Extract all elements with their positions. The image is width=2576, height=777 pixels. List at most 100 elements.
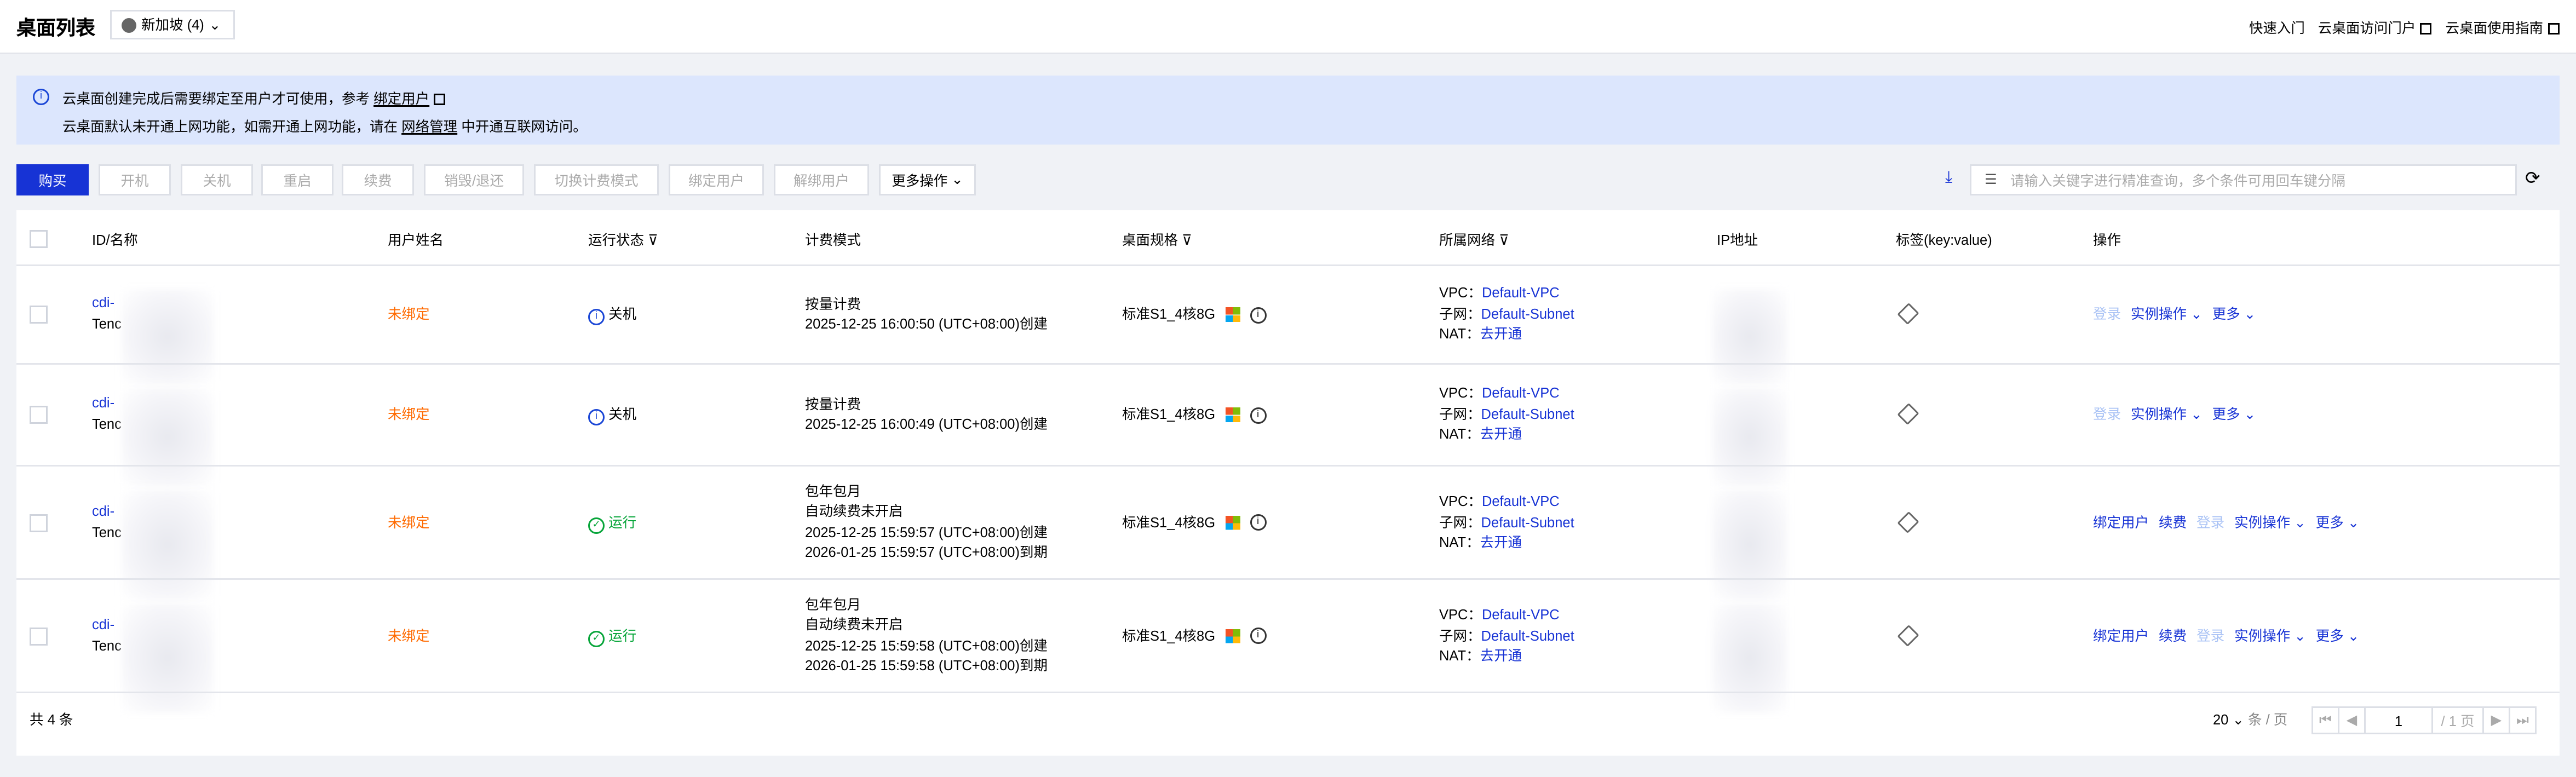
bind-user-link[interactable]: 绑定用户 xyxy=(373,90,430,107)
subnet: 子网：Default-Subnet xyxy=(1439,304,1574,325)
more-actions-button[interactable]: 更多操作 ⌄ xyxy=(879,164,976,195)
action-2[interactable]: 登录 xyxy=(2196,627,2224,643)
chevron-down-icon: ⌄ xyxy=(2190,406,2203,422)
tag-edit-icon[interactable] xyxy=(1897,510,1919,533)
row-checkbox[interactable] xyxy=(30,513,48,532)
page-size-value: 20 xyxy=(2213,711,2229,728)
info-icon[interactable]: i xyxy=(1250,514,1267,531)
action-0[interactable]: 登录 xyxy=(2093,406,2121,422)
restart-button[interactable]: 重启 xyxy=(261,164,334,195)
redacted-blur xyxy=(122,289,214,384)
power-on-button[interactable]: 开机 xyxy=(99,164,171,195)
action-label: 登录 xyxy=(2093,406,2121,422)
action-label: 实例操作 xyxy=(2234,626,2291,643)
desktop-id-link[interactable]: cdi- xyxy=(92,615,115,632)
filter-icon[interactable]: ⊽ xyxy=(648,232,658,248)
vpc-label: VPC： xyxy=(1439,384,1482,401)
action-0[interactable]: 登录 xyxy=(2093,306,2121,322)
subnet-link[interactable]: Default-Subnet xyxy=(1481,306,1574,322)
desktop-table: ID/名称 用户姓名 运行状态 ⊽ 计费模式 桌面规格 ⊽ 所属网络 ⊽ IP地… xyxy=(16,210,2560,756)
download-icon[interactable]: ⤓ xyxy=(1945,169,1953,187)
portal-link[interactable]: 云桌面访问门户 xyxy=(2318,18,2433,38)
action-0[interactable]: 绑定用户 xyxy=(2093,627,2149,643)
vpc-link[interactable]: Default-VPC xyxy=(1481,384,1560,401)
column-header-spec[interactable]: 桌面规格 ⊽ xyxy=(1122,230,1192,251)
action-label: 实例操作 xyxy=(2131,406,2187,422)
vpc: VPC：Default-VPC xyxy=(1439,283,1560,303)
action-3[interactable]: 实例操作 ⌄ xyxy=(2234,514,2306,530)
page-size-selector[interactable]: 20 ⌄ 条 / 页 xyxy=(2213,711,2288,728)
guide-link[interactable]: 云桌面使用指南 xyxy=(2445,18,2560,38)
nat-enable-link[interactable]: 去开通 xyxy=(1480,646,1522,663)
desktop-id-link[interactable]: cdi- xyxy=(92,394,115,411)
info-icon[interactable]: i xyxy=(1250,628,1267,644)
action-1[interactable]: 实例操作 ⌄ xyxy=(2131,306,2203,322)
row-checkbox[interactable] xyxy=(30,306,48,324)
billing-line: 2025-12-25 16:00:50 (UTC+08:00)创建 xyxy=(805,315,1048,332)
desktop-id-link[interactable]: cdi- xyxy=(92,502,115,519)
first-page-button[interactable]: ⏮ xyxy=(2313,708,2339,733)
tag-edit-icon[interactable] xyxy=(1897,402,1919,425)
vpc-link[interactable]: Default-VPC xyxy=(1481,284,1560,301)
vpc-link[interactable]: Default-VPC xyxy=(1481,605,1560,622)
spec: 标准S1_4核8G i xyxy=(1122,304,1267,325)
column-header-status[interactable]: 运行状态 ⊽ xyxy=(588,230,658,251)
action-2[interactable]: 登录 xyxy=(2196,514,2224,530)
nat-enable-link[interactable]: 去开通 xyxy=(1480,425,1522,442)
action-1[interactable]: 续费 xyxy=(2159,627,2187,643)
action-1[interactable]: 实例操作 ⌄ xyxy=(2131,406,2203,422)
buy-button[interactable]: 购买 xyxy=(16,164,89,195)
filter-icon[interactable]: ⊽ xyxy=(1499,232,1509,248)
desktop-id-link[interactable]: cdi- xyxy=(92,294,115,310)
search-filter-icon: ☰ xyxy=(1985,171,1997,187)
action-label: 登录 xyxy=(2196,513,2225,530)
vpc-link[interactable]: Default-VPC xyxy=(1481,492,1560,509)
row-checkbox[interactable] xyxy=(30,626,48,645)
action-label: 实例操作 xyxy=(2131,306,2187,322)
destroy-button[interactable]: 销毁/退还 xyxy=(424,164,524,195)
next-page-button[interactable]: ▶ xyxy=(2484,708,2510,733)
bind-user-button[interactable]: 绑定用户 xyxy=(669,164,764,195)
refresh-icon[interactable]: ⟳ xyxy=(2525,169,2540,189)
run-status: ✓ 运行 xyxy=(588,512,636,533)
row-actions: 绑定用户 续费 登录 实例操作 ⌄ 更多 ⌄ xyxy=(2093,512,2369,533)
action-4[interactable]: 更多 ⌄ xyxy=(2316,514,2360,530)
action-4[interactable]: 更多 ⌄ xyxy=(2316,627,2360,643)
renew-button[interactable]: 续费 xyxy=(342,164,414,195)
search-input[interactable]: ☰ 请输入关键字进行精准查询，多个条件可用回车键分隔 xyxy=(1970,164,2517,195)
action-label: 更多 xyxy=(2315,513,2344,530)
windows-icon xyxy=(1225,307,1240,323)
action-3[interactable]: 实例操作 ⌄ xyxy=(2234,627,2306,643)
nat-enable-link[interactable]: 去开通 xyxy=(1480,325,1522,342)
column-header-network[interactable]: 所属网络 ⊽ xyxy=(1439,230,1509,251)
tag-edit-icon[interactable] xyxy=(1897,302,1919,325)
info-icon[interactable]: i xyxy=(1250,307,1267,324)
subnet-link[interactable]: Default-Subnet xyxy=(1481,626,1574,643)
info-icon[interactable]: i xyxy=(1250,407,1267,424)
search-placeholder: 请输入关键字进行精准查询，多个条件可用回车键分隔 xyxy=(2010,171,2345,188)
switch-billing-button[interactable]: 切换计费模式 xyxy=(534,164,659,195)
action-1[interactable]: 续费 xyxy=(2159,514,2187,530)
tag-edit-icon[interactable] xyxy=(1897,624,1919,646)
external-link-icon xyxy=(2420,23,2433,35)
subnet-link[interactable]: Default-Subnet xyxy=(1481,406,1574,422)
prev-page-button[interactable]: ◀ xyxy=(2339,708,2366,733)
page-input[interactable]: 1 xyxy=(2366,708,2433,733)
region-selector[interactable]: 新加坡 (4) ⌄ xyxy=(110,10,235,39)
check-circle-icon: ✓ xyxy=(588,516,605,533)
quick-start-link[interactable]: 快速入门 xyxy=(2249,20,2305,36)
action-0[interactable]: 绑定用户 xyxy=(2093,514,2149,530)
nat-enable-link[interactable]: 去开通 xyxy=(1480,533,1522,550)
action-2[interactable]: 更多 ⌄ xyxy=(2212,306,2256,322)
power-off-button[interactable]: 关机 xyxy=(181,164,253,195)
row-checkbox[interactable] xyxy=(30,406,48,424)
unbind-user-button[interactable]: 解绑用户 xyxy=(774,164,869,195)
action-2[interactable]: 更多 ⌄ xyxy=(2212,406,2256,422)
subnet-link[interactable]: Default-Subnet xyxy=(1481,513,1574,530)
filter-icon[interactable]: ⊽ xyxy=(1182,232,1192,248)
chevron-down-icon: ⌄ xyxy=(2244,306,2256,322)
last-page-button[interactable]: ⏭ xyxy=(2516,711,2529,728)
network-manage-link[interactable]: 网络管理 xyxy=(401,118,458,135)
select-all-checkbox[interactable] xyxy=(30,230,48,248)
subnet: 子网：Default-Subnet xyxy=(1439,404,1574,425)
